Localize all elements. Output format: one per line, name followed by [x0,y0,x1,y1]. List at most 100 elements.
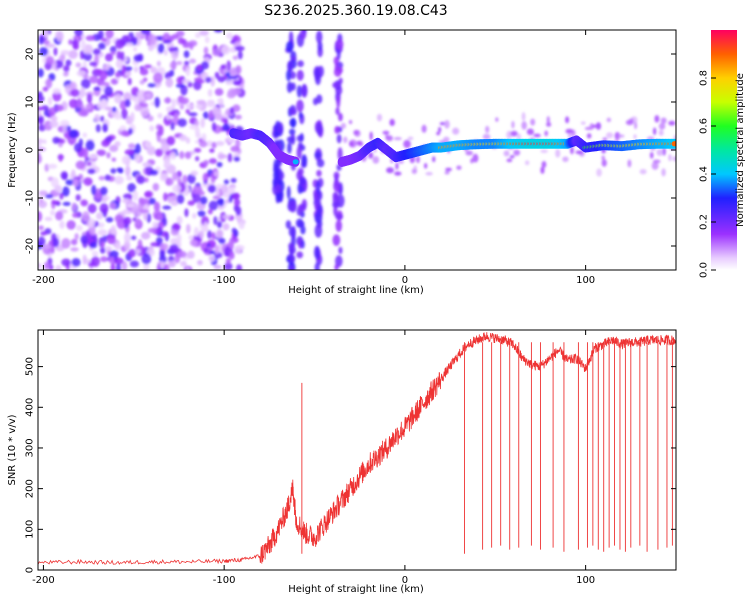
noise-speckle [192,185,203,195]
noise-speckle [526,128,534,136]
streak-blob [337,66,343,74]
noise-speckle [169,61,177,70]
noise-speckle [62,124,67,134]
noise-speckle [96,149,106,156]
noise-speckle [48,264,54,270]
noise-speckle [411,168,418,174]
streak-blob [334,125,340,134]
noise-speckle [382,130,390,135]
noise-speckle [110,262,116,270]
noise-speckle [147,44,154,52]
noise-speckle [403,139,411,149]
noise-speckle [217,198,225,207]
noise-speckle [71,202,77,211]
noise-speckle [83,177,93,186]
noise-speckle [127,182,136,193]
noise-speckle [661,168,666,177]
noise-speckle [200,196,208,205]
noise-speckle [77,110,88,117]
noise-speckle [61,258,71,267]
noise-speckle [123,209,130,215]
noise-speckle [97,222,105,228]
noise-speckle [452,127,460,135]
noise-speckle [116,50,122,61]
noise-speckle [115,71,121,78]
colorbar-label: Normalized spectral amplitude [735,73,746,227]
noise-speckle [139,209,150,214]
noise-speckle [55,211,64,221]
noise-speckle [139,102,149,108]
noise-speckle [65,179,75,186]
noise-speckle [176,233,182,244]
noise-speckle [627,159,632,168]
noise-speckle [134,104,142,112]
noise-speckle [92,48,101,55]
noise-speckle [74,30,83,37]
noise-speckle [162,39,172,44]
noise-speckle [237,50,243,60]
noise-speckle [424,162,428,169]
noise-speckle [562,156,569,163]
streak-blob [334,62,339,72]
noise-speckle [74,233,79,240]
noise-speckle [595,122,602,130]
noise-speckle [510,130,518,137]
noise-speckle [136,175,146,185]
noise-speckle [389,118,395,127]
streak-blob [277,122,284,135]
noise-speckle [601,155,605,160]
noise-speckle [123,216,132,225]
noise-speckle [99,203,109,214]
noise-speckle [172,222,181,231]
streak-blob [335,213,344,220]
noise-speckle [193,226,199,237]
streak-blob [299,30,307,40]
noise-speckle [55,264,62,270]
noise-speckle [605,132,614,139]
noise-speckle [601,159,607,167]
noise-speckle [228,75,238,80]
noise-speckle [38,115,45,125]
streak-blob [296,251,304,259]
noise-speckle [170,122,175,131]
noise-speckle [210,76,216,87]
noise-speckle [190,170,198,176]
streak-blob [334,264,339,270]
noise-speckle [511,120,515,129]
streak-blob [316,94,323,104]
streak-blob [314,71,322,86]
noise-speckle [38,36,45,45]
noise-speckle [163,97,172,104]
noise-speckle [59,220,65,229]
snr-xlabel: Height of straight line (km) [288,584,424,595]
noise-speckle [226,32,233,40]
noise-speckle [157,112,163,119]
noise-speckle [208,158,217,164]
noise-speckle [649,151,654,159]
noise-speckle [224,262,233,270]
spectrogram-ytick-label: -20 [25,238,36,254]
noise-speckle [530,118,536,126]
noise-speckle [150,66,158,74]
noise-speckle [45,43,56,48]
noise-speckle [98,175,106,181]
noise-speckle [166,135,176,146]
noise-speckle [340,122,347,129]
noise-speckle [146,146,156,156]
noise-speckle [114,175,124,185]
noise-speckle [212,195,220,200]
noise-speckle [113,257,124,265]
noise-speckle [91,250,99,257]
noise-speckle [164,72,172,80]
spectrogram-ytick-label: 10 [25,96,36,109]
noise-speckle [132,46,138,52]
noise-speckle [141,253,152,265]
noise-speckle [59,192,64,200]
noise-speckle [565,128,574,134]
noise-speckle [110,224,117,236]
streak-blob [332,81,341,89]
noise-speckle [66,220,76,230]
noise-speckle [169,244,179,253]
noise-speckle [90,256,100,267]
noise-speckle [162,205,172,210]
